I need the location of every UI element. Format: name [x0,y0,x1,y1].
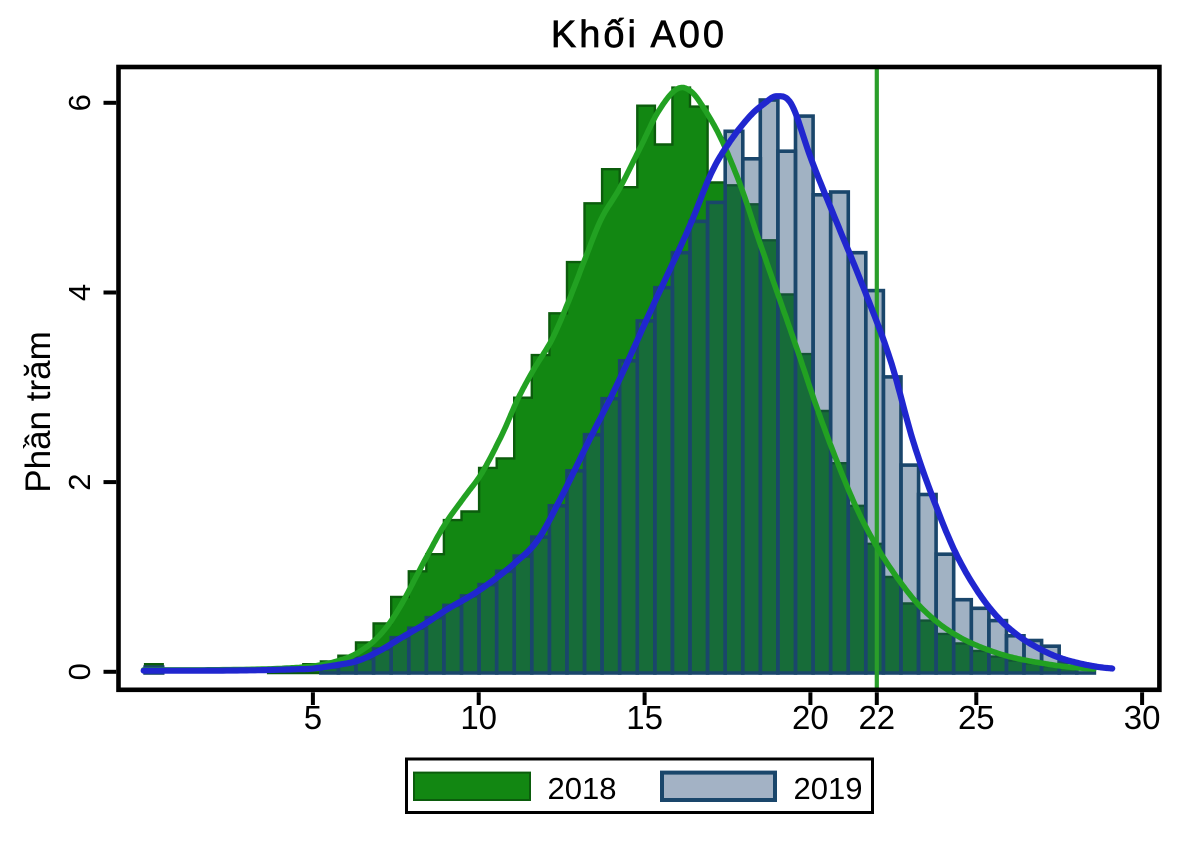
svg-text:5: 5 [304,699,322,736]
svg-text:25: 25 [958,699,995,736]
svg-text:2: 2 [62,473,97,490]
svg-text:6: 6 [62,94,97,111]
svg-text:20: 20 [792,699,829,736]
svg-text:10: 10 [460,699,497,736]
svg-text:15: 15 [626,699,663,736]
svg-text:22: 22 [858,699,895,736]
svg-text:Khối A00: Khối A00 [551,14,727,56]
svg-text:Phần trăm: Phần trăm [19,331,58,492]
svg-text:0: 0 [62,663,97,680]
svg-text:30: 30 [1124,699,1161,736]
svg-text:4: 4 [62,284,97,301]
svg-text:2018: 2018 [548,771,617,806]
svg-text:2019: 2019 [794,771,863,806]
